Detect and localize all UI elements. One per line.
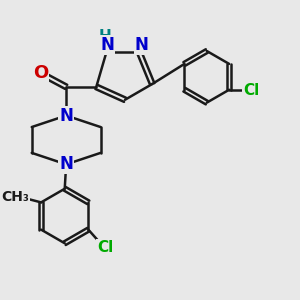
Text: CH₃: CH₃ (2, 190, 29, 204)
Text: H: H (98, 29, 111, 44)
Text: N: N (135, 36, 148, 54)
Text: N: N (59, 106, 73, 124)
Text: Cl: Cl (97, 240, 113, 255)
Text: N: N (59, 155, 73, 173)
Text: N: N (100, 36, 114, 54)
Text: O: O (33, 64, 48, 82)
Text: Cl: Cl (243, 83, 260, 98)
